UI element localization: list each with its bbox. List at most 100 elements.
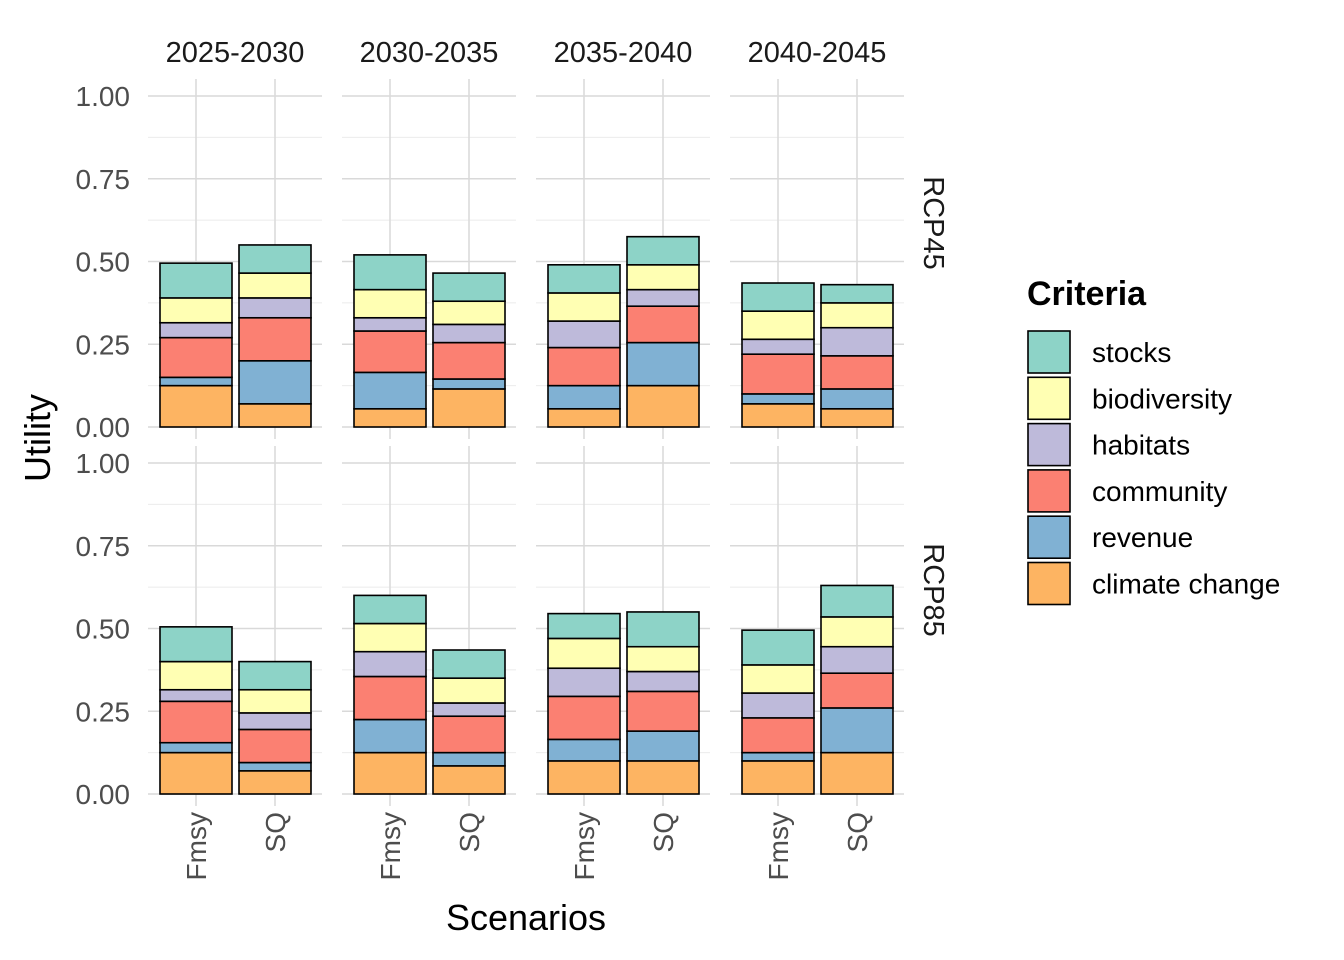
- bar-segment-revenue: [626, 341, 700, 387]
- legend-swatch-stocks: [1027, 330, 1071, 374]
- y-tick-label: 1.00: [76, 448, 131, 479]
- bar-segment-community: [547, 695, 621, 741]
- bar-segment-community: [626, 690, 700, 732]
- bar-segment-revenue: [741, 393, 815, 405]
- bar-segment-community: [238, 728, 312, 764]
- legend-item-climate-change: climate change: [1027, 561, 1280, 606]
- bar-segment-community: [547, 346, 621, 387]
- bar-segment-stocks: [741, 282, 815, 312]
- bar-segment-community: [432, 341, 506, 380]
- strip-label-2035-2040: 2035-2040: [554, 37, 693, 69]
- bar-segment-stocks: [547, 264, 621, 294]
- bar-segment-biodiversity: [432, 677, 506, 704]
- x-tick-label-sq: SQ: [260, 812, 291, 852]
- panel-rcp85-2035-2040: [536, 446, 710, 806]
- bar-segment-habitats: [626, 288, 700, 307]
- bar-segment-climate-change: [741, 760, 815, 795]
- legend-label-climate-change: climate change: [1092, 569, 1280, 600]
- bar-segment-biodiversity: [547, 637, 621, 670]
- strip-label-rcp45: RCP45: [917, 176, 949, 270]
- bar-segment-biodiversity: [159, 660, 233, 691]
- bar-segment-climate-change: [353, 751, 427, 795]
- bar-segment-revenue: [741, 751, 815, 762]
- bar-segment-revenue: [159, 376, 233, 387]
- bar-segment-revenue: [432, 751, 506, 767]
- bar-segment-stocks: [159, 626, 233, 663]
- bar-segment-habitats: [626, 670, 700, 693]
- facet-strips: 2025-2030 2030-2035 2035-2040 2040-2045 RCP4…: [166, 37, 949, 637]
- bar-segment-community: [159, 700, 233, 744]
- bar-segment-stocks: [547, 612, 621, 640]
- bar-segment-community: [820, 355, 894, 390]
- bar-segment-community: [820, 672, 894, 709]
- y-tick-label: 1.00: [76, 81, 131, 112]
- bar-segment-revenue: [626, 730, 700, 762]
- bar-segment-revenue: [159, 741, 233, 754]
- y-tick-label: 0.75: [76, 531, 131, 562]
- y-axis: 0.00 0.25 0.50 0.75 1.00 0.00 0.25 0.50 0.75 1.00: [76, 81, 131, 810]
- panel-rcp45-2035-2040: [536, 79, 710, 439]
- bar-segment-biodiversity: [820, 616, 894, 648]
- bar-segment-revenue: [547, 384, 621, 410]
- legend-label-biodiversity: biodiversity: [1092, 383, 1232, 414]
- bar-segment-biodiversity: [820, 302, 894, 329]
- bar-segment-habitats: [547, 320, 621, 349]
- bar-segment-climate-change: [626, 760, 700, 795]
- y-tick-label: 0.50: [76, 247, 131, 278]
- bar-segment-climate-change: [820, 751, 894, 795]
- legend-item-stocks: stocks: [1027, 330, 1171, 374]
- legend-item-community: community: [1027, 469, 1227, 513]
- panel-rcp45-2030-2035: [342, 79, 516, 439]
- strip-label-2030-2035: 2030-2035: [360, 37, 499, 69]
- bar-segment-biodiversity: [626, 264, 700, 291]
- bar-segment-stocks: [432, 272, 506, 303]
- bar-segment-revenue: [432, 378, 506, 390]
- bar-segment-climate-change: [547, 407, 621, 428]
- bar-segment-revenue: [238, 359, 312, 405]
- legend-item-biodiversity: biodiversity: [1027, 376, 1232, 421]
- bar-segment-community: [238, 316, 312, 362]
- bar-segment-biodiversity: [626, 645, 700, 673]
- x-tick-label-sq: SQ: [842, 812, 873, 852]
- strip-label-2025-2030: 2025-2030: [166, 37, 305, 69]
- bar-segment-revenue: [353, 718, 427, 754]
- legend-label-habitats: habitats: [1092, 430, 1190, 461]
- legend-item-habitats: habitats: [1027, 422, 1190, 467]
- panel-rcp45-2040-2045: [730, 79, 904, 439]
- bar-segment-climate-change: [432, 388, 506, 428]
- legend-swatch-biodiversity: [1027, 376, 1071, 421]
- bar-segment-revenue: [238, 761, 312, 772]
- bar-segment-biodiversity: [353, 622, 427, 653]
- x-tick-label-fmsy: Fmsy: [375, 812, 406, 880]
- bar-segment-habitats: [238, 297, 312, 319]
- bar-segment-biodiversity: [741, 310, 815, 341]
- bar-segment-revenue: [820, 707, 894, 754]
- bar-segment-climate-change: [741, 403, 815, 428]
- panel-rcp85-2030-2035: [342, 446, 516, 806]
- y-tick-label: 0.00: [76, 412, 131, 443]
- bar-segment-climate-change: [159, 751, 233, 795]
- bar-segment-community: [741, 353, 815, 395]
- legend: Criteria stocks biodiversity habitats commu…: [1027, 275, 1280, 606]
- bar-segment-community: [432, 715, 506, 754]
- bar-segment-stocks: [626, 611, 700, 648]
- bar-segment-biodiversity: [159, 297, 233, 324]
- bar-segment-climate-change: [626, 384, 700, 428]
- x-tick-label-fmsy: Fmsy: [763, 812, 794, 880]
- bar-segment-habitats: [820, 326, 894, 357]
- bar-segment-community: [626, 305, 700, 344]
- bar-segment-habitats: [159, 321, 233, 339]
- bar-segment-revenue: [547, 738, 621, 762]
- bar-segment-climate-change: [238, 403, 312, 428]
- bar-segment-biodiversity: [238, 688, 312, 714]
- x-tick-label-sq: SQ: [648, 812, 679, 852]
- bar-segment-stocks: [353, 594, 427, 625]
- strip-label-rcp85: RCP85: [917, 543, 949, 637]
- bar-segment-habitats: [432, 323, 506, 344]
- bar-segment-biodiversity: [547, 292, 621, 322]
- bar-segment-community: [353, 675, 427, 721]
- bar-segment-habitats: [238, 712, 312, 731]
- bar-segment-community: [353, 330, 427, 374]
- bar-segment-community: [741, 717, 815, 754]
- legend-title: Criteria: [1027, 275, 1147, 313]
